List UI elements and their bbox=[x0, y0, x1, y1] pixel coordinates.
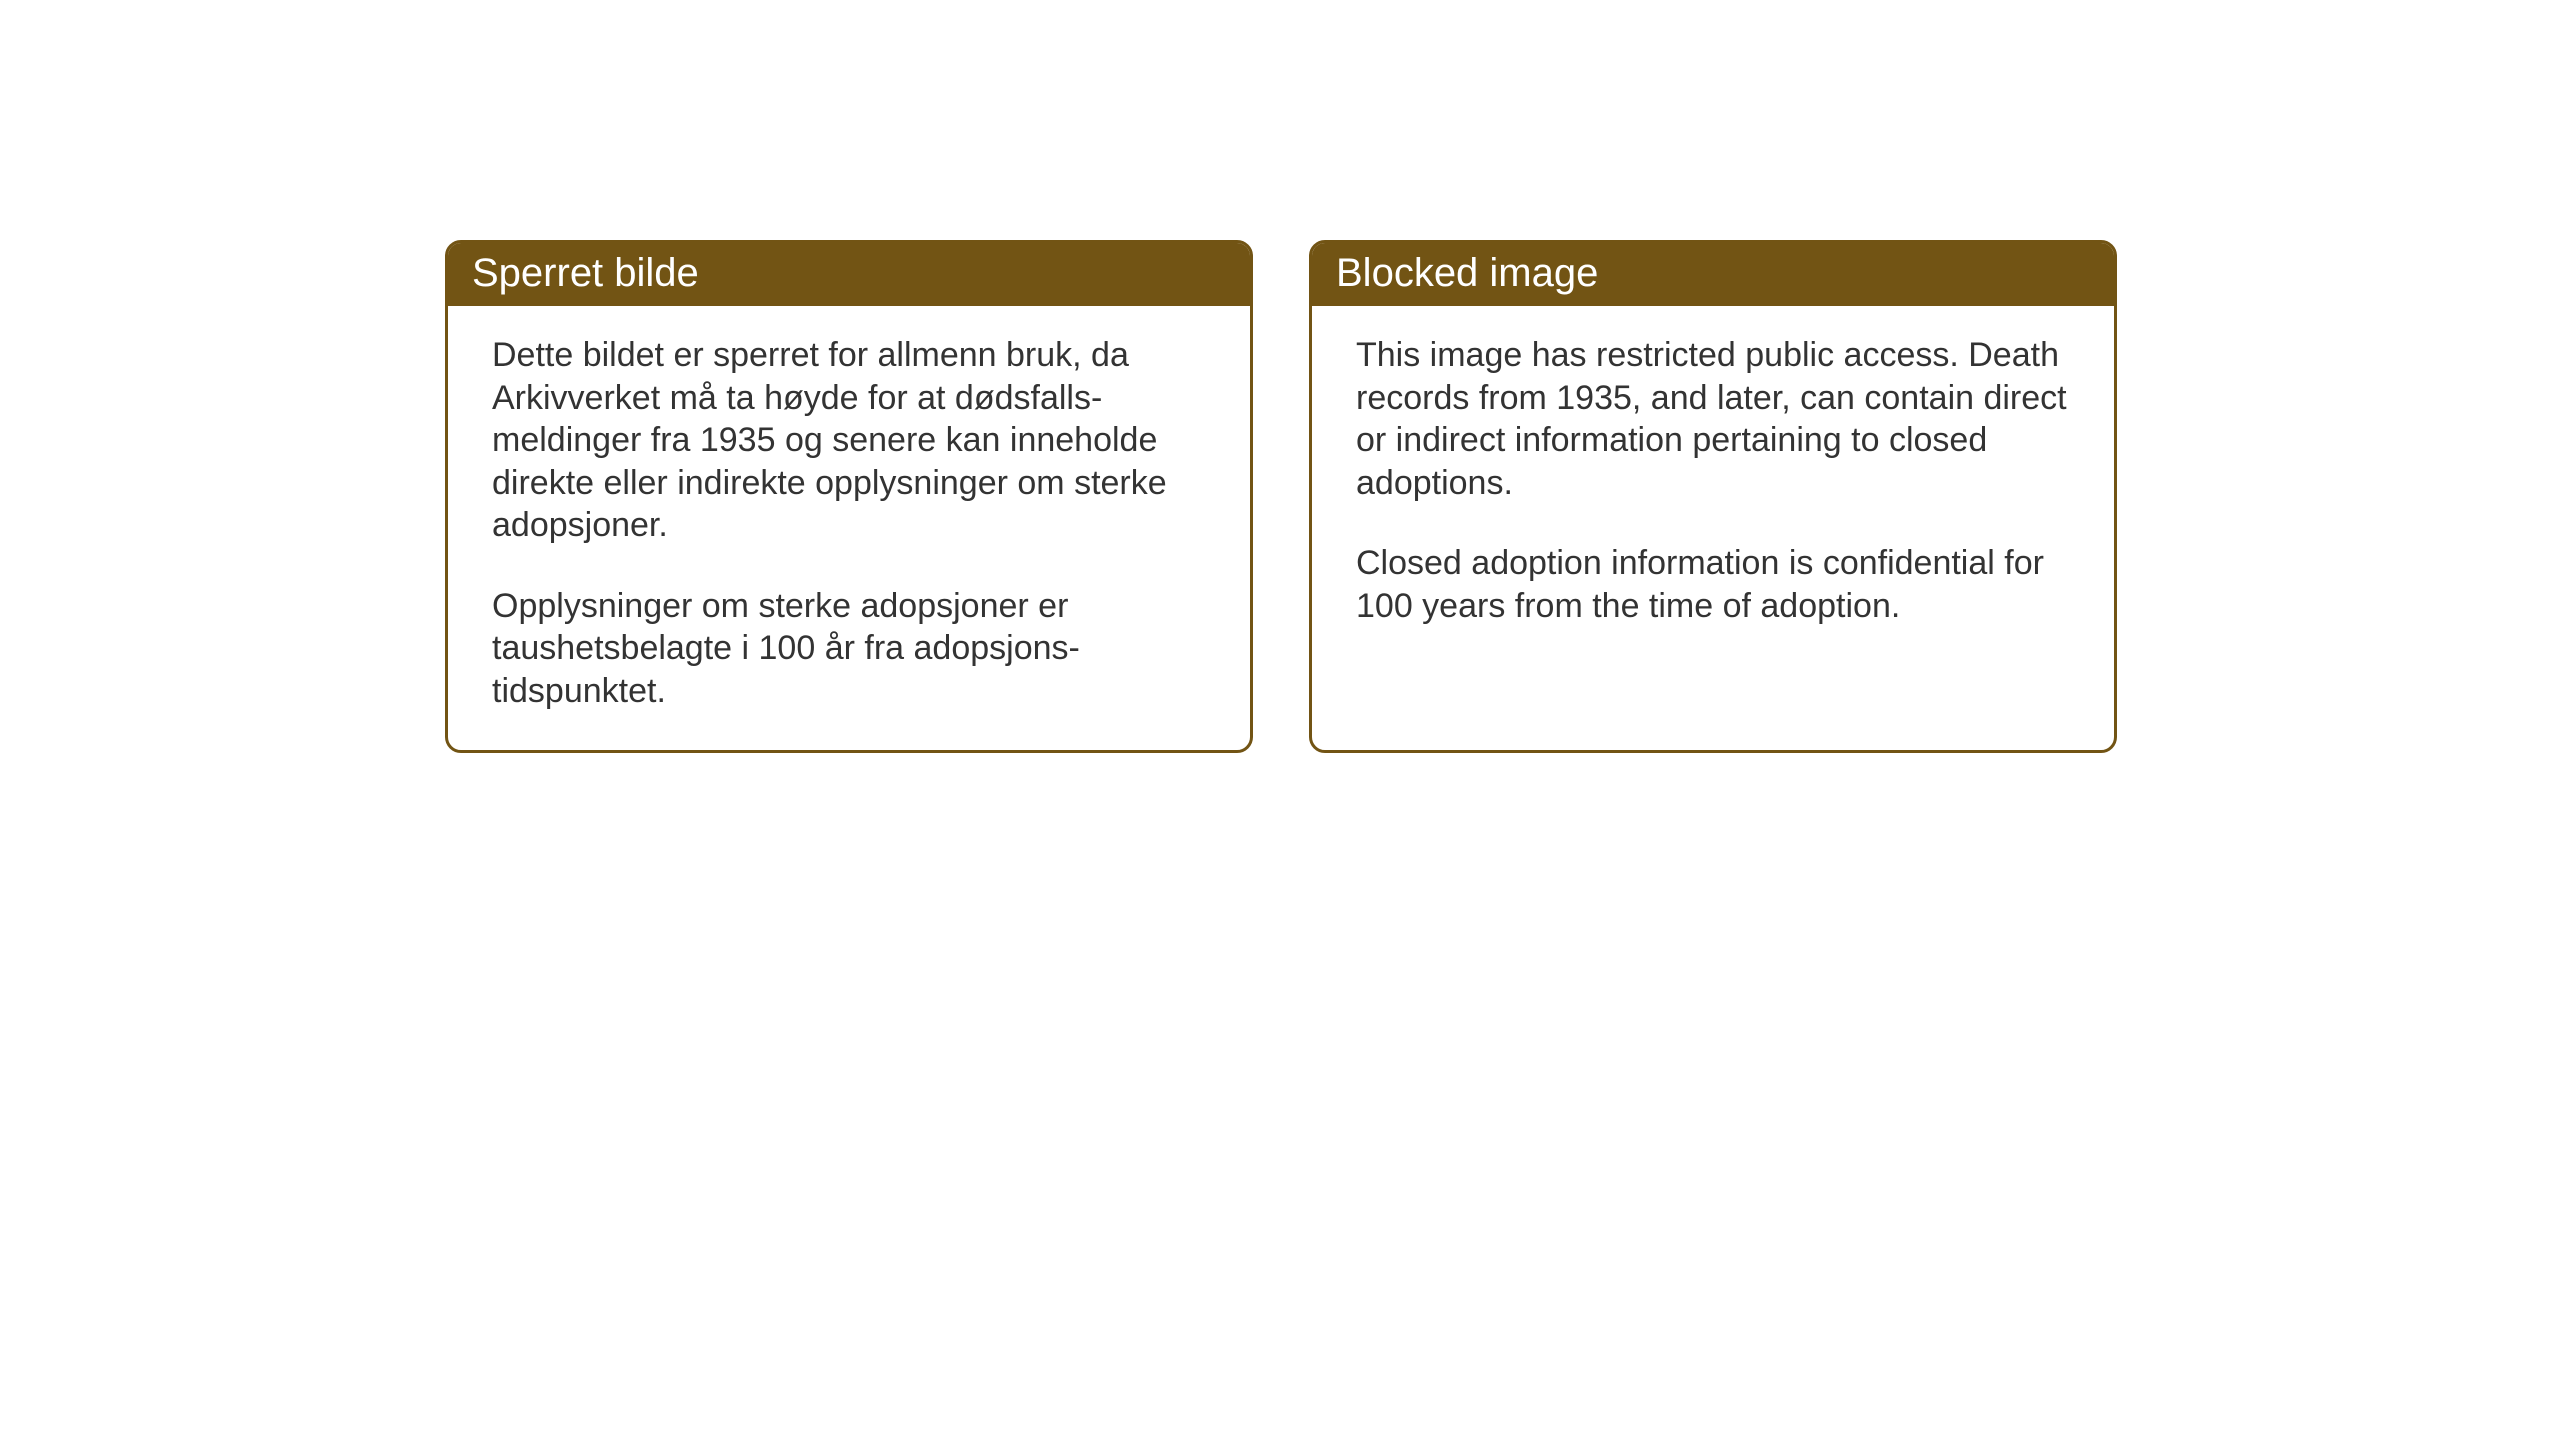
notice-paragraph-1-english: This image has restricted public access.… bbox=[1356, 334, 2070, 504]
notice-header-norwegian: Sperret bilde bbox=[448, 243, 1250, 306]
notice-body-norwegian: Dette bildet er sperret for allmenn bruk… bbox=[448, 306, 1250, 750]
notice-card-english: Blocked image This image has restricted … bbox=[1309, 240, 2117, 753]
notice-body-english: This image has restricted public access.… bbox=[1312, 306, 2114, 665]
notice-paragraph-2-english: Closed adoption information is confident… bbox=[1356, 542, 2070, 627]
notice-paragraph-2-norwegian: Opplysninger om sterke adopsjoner er tau… bbox=[492, 585, 1206, 713]
notice-container: Sperret bilde Dette bildet er sperret fo… bbox=[445, 240, 2117, 753]
notice-header-english: Blocked image bbox=[1312, 243, 2114, 306]
notice-paragraph-1-norwegian: Dette bildet er sperret for allmenn bruk… bbox=[492, 334, 1206, 547]
notice-card-norwegian: Sperret bilde Dette bildet er sperret fo… bbox=[445, 240, 1253, 753]
